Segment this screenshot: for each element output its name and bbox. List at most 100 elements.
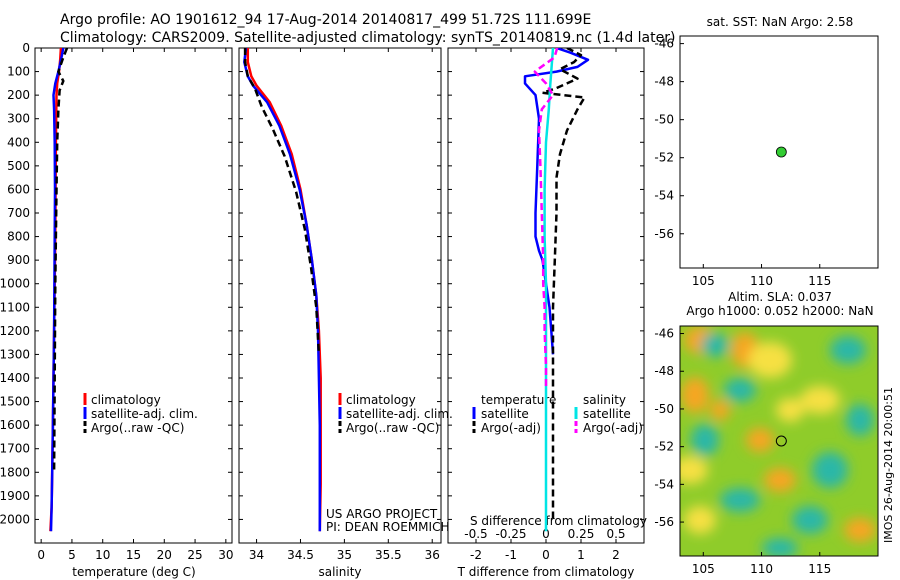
temperature-panel-frame [34,47,233,544]
temperature-series-satellite-adj-clim- [49,48,65,532]
depth-tick-label: 1800 [0,465,30,479]
salinity-series-satellite-adj-clim- [243,48,322,532]
legend-label-satellite: satellite-adj. clim. [346,407,453,421]
sla-anomaly-patch [681,377,709,413]
sla-float-location-marker [775,435,787,447]
legend-label-climatology: climatology [91,393,161,407]
sla-anomaly-patch [701,333,729,357]
salinity-xtick-label: 34 [249,548,264,562]
salinity-xtick-label: 36 [425,548,440,562]
temperature-series-argo-raw-qc- [52,48,69,473]
sla-title-1: Altim. SLA: 0.037 [728,290,832,304]
temperature-xtick-label: 15 [126,548,141,562]
legend-label-argo: Argo(..raw -QC) [346,421,439,435]
depth-tick-label: 2000 [0,512,30,526]
temperature-series-group [49,48,69,532]
sla-anomaly-patch [746,428,774,452]
depth-tick-label: 1400 [0,371,30,385]
sla-anomaly-patch [846,404,874,436]
sla-map-ytick-label: -54 [654,477,674,491]
sla-anomaly-patch [720,488,760,512]
header-line-2: Climatology: CARS2009. Satellite-adjuste… [60,30,675,46]
sla-map-xtick-label: 110 [750,562,773,576]
differences-xtick-label: 0 [542,548,550,562]
sla-anomaly-patch [764,468,796,492]
depth-tick-label: 600 [7,182,30,196]
temperature-xtick-label: 0 [37,548,45,562]
legend-header-temperature: temperature [481,393,556,407]
legend-label-t-satellite: satellite [481,407,529,421]
s-difference-tick-label: 0.5 [606,527,625,541]
depth-tick-label: 200 [7,88,30,102]
legend-header-salinity: salinity [583,393,626,407]
sla-anomaly-patch [830,336,866,364]
sla-anomaly-patch [800,386,840,414]
differences-series-group [523,48,590,532]
legend-label-t-argo: Argo(-adj) [481,421,541,435]
project-line-2: PI: DEAN ROEMMICH [326,520,449,534]
sla-map-ytick-label: -52 [654,440,674,454]
sla-heatmap [680,326,878,556]
sla-anomaly-patch [812,452,848,488]
sla-map-ytick-label: -48 [654,364,674,378]
temperature-xtick-label: 30 [218,548,233,562]
legend-label-argo: Argo(..raw -QC) [91,421,184,435]
sla-anomaly-patch [691,424,719,456]
sst-map-ytick-label: -52 [654,151,674,165]
salinity-xtick-label: 35 [337,548,352,562]
header-line-1: Argo profile: AO 1901612_94 17-Aug-2014 … [60,12,591,28]
sla-anomaly-field [680,326,876,556]
depth-tick-label: 700 [7,206,30,220]
sla-title-2: Argo h1000: 0.052 h2000: NaN [686,304,873,318]
depth-tick-label: 100 [7,65,30,79]
differences-series-s-argo-adj- [533,48,559,390]
depth-tick-label: 1100 [0,300,30,314]
salinity-xlabel: salinity [318,565,361,579]
depth-tick-label: 1600 [0,418,30,432]
sst-map-ytick-label: -54 [654,189,674,203]
legend-label-s-satellite: satellite [583,407,631,421]
sst-map-xtick-label: 110 [750,274,773,288]
depth-tick-label: 400 [7,135,30,149]
project-line-1: US ARGO PROJECT [326,507,438,521]
sla-anomaly-patch [724,378,756,402]
legend-label-satellite: satellite-adj. clim. [91,407,198,421]
s-difference-tick-label: -0.25 [495,527,526,541]
salinity-series-argo-raw-qc- [243,48,321,355]
difference-legend: temperature salinity satellite Argo(-adj… [472,393,643,435]
temperature-xlabel: temperature (deg C) [72,565,195,579]
depth-tick-label: 1200 [0,324,30,338]
depth-tick-label: 1700 [0,442,30,456]
depth-tick-label: 500 [7,159,30,173]
depth-tick-label: 800 [7,230,30,244]
legend-label-s-argo: Argo(-adj) [583,421,643,435]
sst-map-xtick-label: 105 [692,274,715,288]
salinity-xtick-label: 34.5 [287,548,314,562]
depth-tick-label: 1000 [0,277,30,291]
sst-title: sat. SST: NaN Argo: 2.58 [707,15,854,29]
differences-xtick-label: 2 [612,548,620,562]
sst-map-frame [679,35,879,269]
differences-series-t-argo-adj- [541,48,586,520]
sst-map-ytick-label: -50 [654,113,674,127]
temperature-xtick-label: 10 [95,548,110,562]
temperature-xtick-label: 5 [68,548,76,562]
depth-tick-label: 1900 [0,489,30,503]
sla-anomaly-patch [762,538,798,556]
depth-tick-label: 1300 [0,347,30,361]
sla-map-xtick-label: 105 [692,562,715,576]
t-difference-xlabel: T difference from climatology [457,565,635,579]
salinity-xtick-label: 35.5 [375,548,402,562]
s-difference-tick-label: -0.5 [464,527,487,541]
sst-map-xtick-label: 115 [808,274,831,288]
differences-series-s-satellite [543,48,555,532]
s-difference-tick-label: 0 [542,527,550,541]
depth-tick-label: 300 [7,112,30,126]
sst-map-ytick-label: -48 [654,75,674,89]
legend-label-climatology: climatology [346,393,416,407]
sst-map-ytick-label: -56 [654,227,674,241]
temperature-xtick-label: 25 [187,548,202,562]
sla-map-frame [679,325,879,557]
sla-anomaly-patch [748,342,792,378]
